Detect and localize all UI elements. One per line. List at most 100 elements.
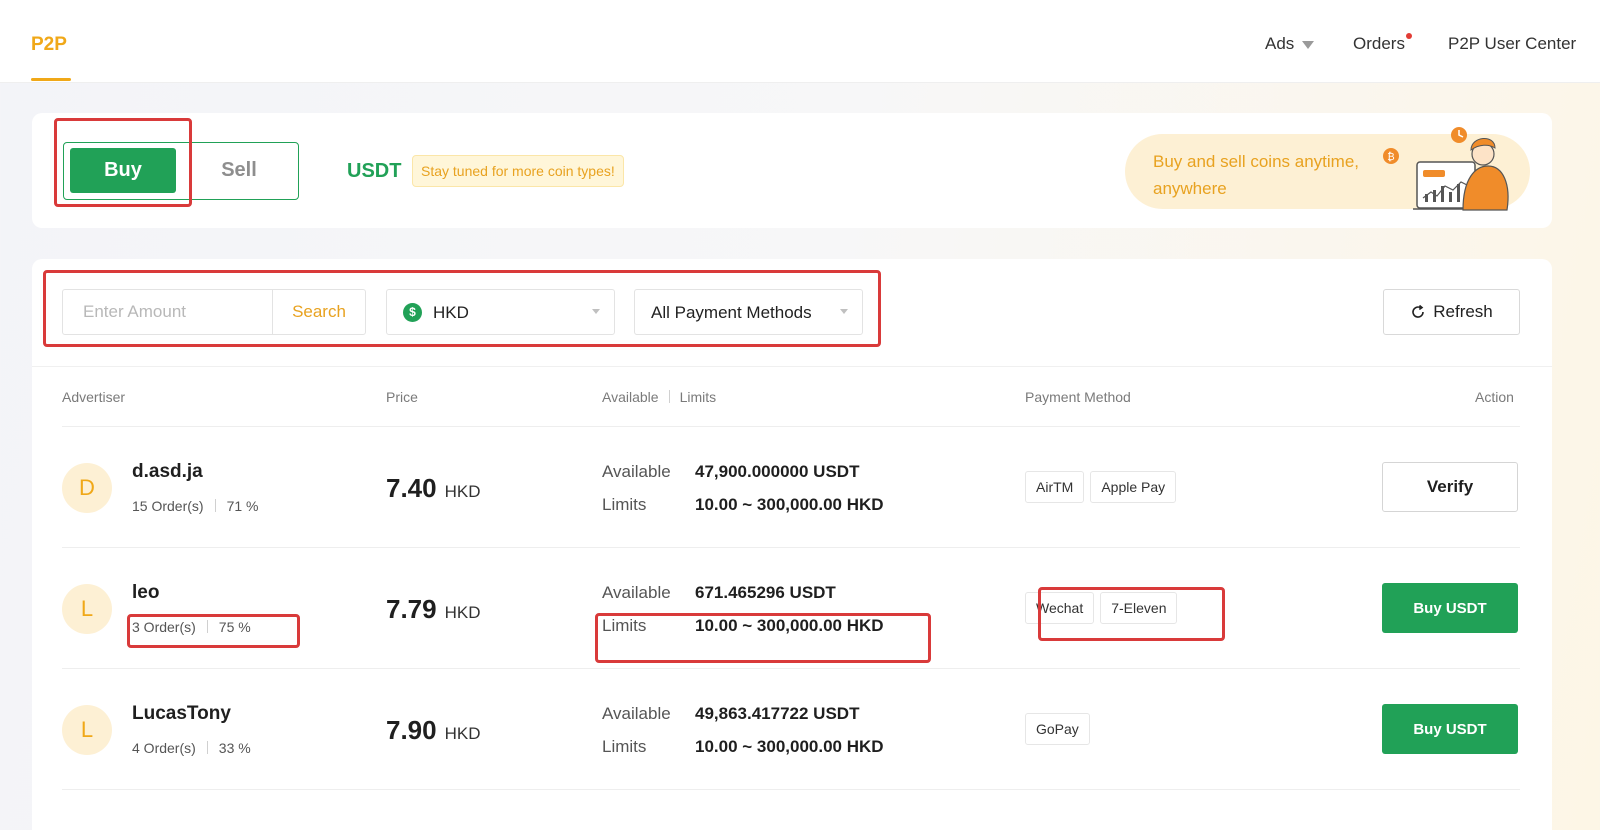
avatar: L [62,584,112,634]
row-divider [62,426,1520,427]
buy-toggle-button[interactable]: Buy [70,148,176,193]
table-row: D d.asd.ja 15 Order(s) 71 % 7.40 HKD Avail… [32,427,1552,547]
price-currency: HKD [444,724,481,743]
amount-divider [272,290,273,334]
nav-user-center-link[interactable]: P2P User Center [1448,34,1577,53]
advertiser-name[interactable]: d.asd.ja [132,461,203,482]
price-value: 7.40 [386,473,437,503]
active-tab-indicator [31,78,71,81]
limits-value: 10.00 ~ 300,000.00 HKD [695,495,884,514]
payment-method-tags: GoPay [1025,713,1090,745]
header-available: Available [602,389,659,405]
price: 7.40 HKD [386,473,481,504]
available-value: 47,900.000000 USDT [695,462,860,481]
payment-tag-7-eleven: 7-Eleven [1100,592,1178,624]
trader-illustration-icon: ₿ [1383,127,1509,211]
avatar: D [62,463,112,513]
price-currency: HKD [444,482,481,501]
nav-ads-label: Ads [1265,34,1295,53]
row-divider [62,789,1520,790]
refresh-button[interactable]: Refresh [1383,289,1520,335]
available-label: Available [602,583,671,602]
table-row: L LucasTony 4 Order(s) 33 % 7.90 HKD Avail… [32,669,1552,789]
limits-label: Limits [602,495,647,514]
available-value: 49,863.417722 USDT [695,704,860,723]
promo-banner: Buy and sell coins anytime, anywhere ₿ [1125,127,1530,211]
svg-text:₿: ₿ [1387,151,1394,163]
payment-method-tags: Wechat 7-Eleven [1025,592,1178,624]
payment-method-select[interactable]: All Payment Methods [634,289,863,335]
refresh-icon [1410,304,1426,320]
payment-tag-airtm: AirTM [1025,471,1085,503]
chevron-down-icon [840,309,848,314]
buy-sell-toggle: Buy Sell [63,142,299,200]
order-count: 4 Order(s) [132,740,196,756]
header-available-limits: Available Limits [602,389,716,405]
ads-listing-panel: Search $ HKD All Payment Methods Refresh… [32,259,1552,830]
sell-toggle-button[interactable]: Sell [221,159,257,181]
header-advertiser: Advertiser [62,389,126,405]
buy-usdt-button[interactable]: Buy USDT [1382,704,1518,754]
completion-rate: 33 % [218,740,251,756]
section-divider [32,366,1552,367]
limits-value: 10.00 ~ 300,000.00 HKD [695,737,884,756]
order-count: 3 Order(s) [132,619,196,635]
top-navigation: P2P Ads Orders P2P User Center [0,0,1600,83]
advertiser-stats: 3 Order(s) 75 % [132,619,251,635]
refresh-label: Refresh [1433,302,1493,321]
notification-dot-icon [1405,33,1412,39]
limits-label: Limits [602,737,647,756]
coin-selector-usdt[interactable]: USDT [347,160,402,182]
payment-tag-gopay: GoPay [1025,713,1090,745]
available-label: Available [602,704,671,723]
nav-ads-menu[interactable]: Ads [1265,34,1315,54]
avatar: L [62,705,112,755]
stats-divider [214,499,216,512]
advertiser-name[interactable]: leo [132,582,160,603]
buy-usdt-button[interactable]: Buy USDT [1382,583,1518,633]
payment-method-tags: AirTM Apple Pay [1025,471,1177,503]
caret-down-icon [1302,40,1315,49]
chevron-down-icon [592,309,600,314]
completion-rate: 71 % [226,498,259,514]
search-button[interactable]: Search [292,302,346,321]
payment-tag-apple-pay: Apple Pay [1090,471,1177,503]
verify-button[interactable]: Verify [1382,462,1518,512]
price-value: 7.90 [386,715,437,745]
header-price: Price [386,389,418,405]
brand-tab-p2p[interactable]: P2P [31,34,67,55]
nav-orders-link[interactable]: Orders [1353,33,1412,54]
header-divider [668,390,670,403]
available-value: 671.465296 USDT [695,583,836,602]
completion-rate: 75 % [218,619,251,635]
trade-type-panel: Buy Sell USDT Stay tuned for more coin t… [32,113,1552,228]
payment-tag-wechat: Wechat [1025,592,1095,624]
limits-label: Limits [602,616,647,635]
dollar-coin-icon: $ [403,303,422,322]
header-action: Action [1475,389,1514,405]
nav-orders-label: Orders [1353,34,1405,53]
header-limits: Limits [679,389,717,405]
currency-select[interactable]: $ HKD [386,289,615,335]
price-value: 7.79 [386,594,437,624]
promo-text: Buy and sell coins anytime, anywhere [1153,152,1359,198]
row-divider [62,668,1520,669]
stats-divider [206,741,208,754]
order-count: 15 Order(s) [132,498,204,514]
available-label: Available [602,462,671,481]
header-payment-method: Payment Method [1025,389,1131,405]
row-divider [62,547,1520,548]
table-row: L leo 3 Order(s) 75 % 7.79 HKD Available 6… [32,548,1552,668]
amount-search-group: Search [62,289,366,335]
currency-value: HKD [433,303,469,322]
price-currency: HKD [444,603,481,622]
price: 7.90 HKD [386,715,481,746]
price: 7.79 HKD [386,594,481,625]
amount-input[interactable] [63,290,263,334]
limits-value: 10.00 ~ 300,000.00 HKD [695,616,884,635]
payment-method-value: All Payment Methods [651,303,812,322]
coin-notice-badge: Stay tuned for more coin types! [412,155,624,187]
advertiser-stats: 15 Order(s) 71 % [132,498,259,514]
advertiser-name[interactable]: LucasTony [132,703,231,724]
stats-divider [206,620,208,633]
